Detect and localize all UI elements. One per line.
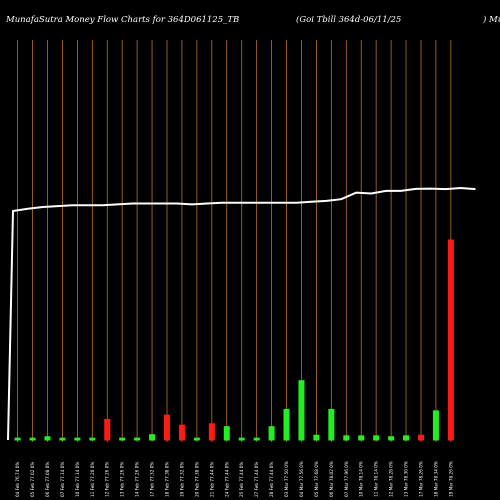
chart-title: MunafaSutra Money Flow Charts for 364D06… — [5, 15, 239, 25]
money-flow-bar — [343, 435, 350, 441]
money-flow-bar — [119, 437, 126, 441]
x-tick-label: 07 Mar 77.96 0% — [344, 461, 349, 497]
x-tick-label: 12 Mar 78.28 0% — [389, 461, 394, 497]
x-tick-label: 04 Feb 76.74 0% — [15, 462, 20, 497]
vertical-gridlines — [17, 40, 452, 442]
x-tick-label: 07 Feb 77.14 0% — [60, 462, 65, 497]
money-flow-bar — [208, 423, 215, 441]
x-tick-label: 06 Feb 77.08 0% — [45, 462, 50, 497]
x-tick-label: 17 Mar 78.26 0% — [418, 461, 423, 497]
x-tick-label: 03 Mar 77.50 0% — [284, 461, 289, 497]
x-tick-label: 25 Feb 77.44 0% — [239, 462, 244, 497]
money-flow-bar — [432, 410, 439, 441]
money-flow-bar — [104, 418, 111, 441]
money-flow-bar — [283, 408, 290, 441]
money-flow-bar — [164, 414, 170, 441]
money-flow-bar — [328, 408, 335, 441]
x-tick-label: 13 Feb 77.26 0% — [120, 462, 125, 497]
price-line — [7, 186, 476, 441]
money-flow-bar — [14, 437, 21, 441]
x-tick-label: 27 Feb 77.44 0% — [254, 462, 259, 497]
x-tick-label: 21 Feb 77.44 0% — [209, 462, 214, 497]
money-flow-bar — [388, 436, 395, 441]
money-flow-bar — [178, 424, 185, 441]
money-flow-bar — [358, 435, 365, 441]
x-tick-label: 28 Feb 77.44 0% — [269, 462, 274, 497]
money-flow-bar — [149, 434, 156, 441]
x-tick-label: 05 Mar 77.68 0% — [314, 461, 319, 497]
x-tick-label: 04 Mar 77.56 0% — [299, 461, 304, 497]
x-tick-label: 05 Feb 77.02 0% — [30, 462, 35, 497]
money-flow-bar — [74, 437, 81, 441]
money-flow-bars — [14, 239, 454, 441]
x-tick-label: 10 Feb 77.14 0% — [75, 462, 80, 497]
money-flow-bar — [44, 436, 51, 441]
x-tick-label: 13 Mar 78.30 0% — [404, 461, 409, 497]
x-tick-label: 20 Feb 77.38 0% — [194, 462, 199, 497]
money-flow-bar — [59, 437, 66, 441]
x-tick-label: 11 Mar 78.14 0% — [374, 461, 379, 497]
x-tick-label: 19 Mar 78.26 0% — [448, 461, 453, 497]
money-flow-bar — [238, 437, 245, 441]
money-flow-bar — [403, 435, 410, 441]
x-tick-label: 12 Feb 77.26 0% — [105, 462, 110, 497]
x-tick-label: 10 Mar 78.14 0% — [359, 461, 364, 497]
x-tick-label: 14 Feb 77.26 0% — [135, 462, 140, 497]
x-tick-label: 06 Mar 78.02 0% — [329, 461, 334, 497]
money-flow-bar — [89, 437, 96, 441]
money-flow-bar — [373, 435, 380, 441]
money-flow-bar — [253, 437, 260, 441]
money-flow-bar — [29, 437, 36, 441]
x-tick-label: 11 Feb 77.20 0% — [90, 462, 95, 497]
chart-site-label: ) MunafaSutra.com — [482, 14, 500, 25]
x-tick-label: 24 Feb 77.44 0% — [224, 462, 229, 497]
x-tick-label: 17 Feb 77.32 0% — [150, 462, 155, 497]
x-axis-tick-labels: 04 Feb 76.74 0% 05 Feb 77.02 0% 06 Feb 77.… — [15, 461, 453, 497]
money-flow-bar — [223, 426, 230, 441]
chart-subtitle: (Goi Tbill 364d-06/11/25 — [296, 14, 401, 25]
money-flow-bar — [268, 426, 275, 441]
money-flow-bar — [134, 437, 141, 441]
x-tick-label: 19 Feb 77.32 0% — [179, 462, 184, 497]
money-flow-bar — [447, 239, 454, 441]
money-flow-bar — [193, 437, 200, 441]
money-flow-bar — [313, 434, 320, 441]
x-tick-label: 18 Feb 77.38 0% — [165, 462, 170, 497]
x-tick-label: 18 Mar 78.34 0% — [433, 461, 438, 497]
money-flow-bar — [298, 380, 305, 441]
money-flow-bar — [417, 434, 424, 441]
